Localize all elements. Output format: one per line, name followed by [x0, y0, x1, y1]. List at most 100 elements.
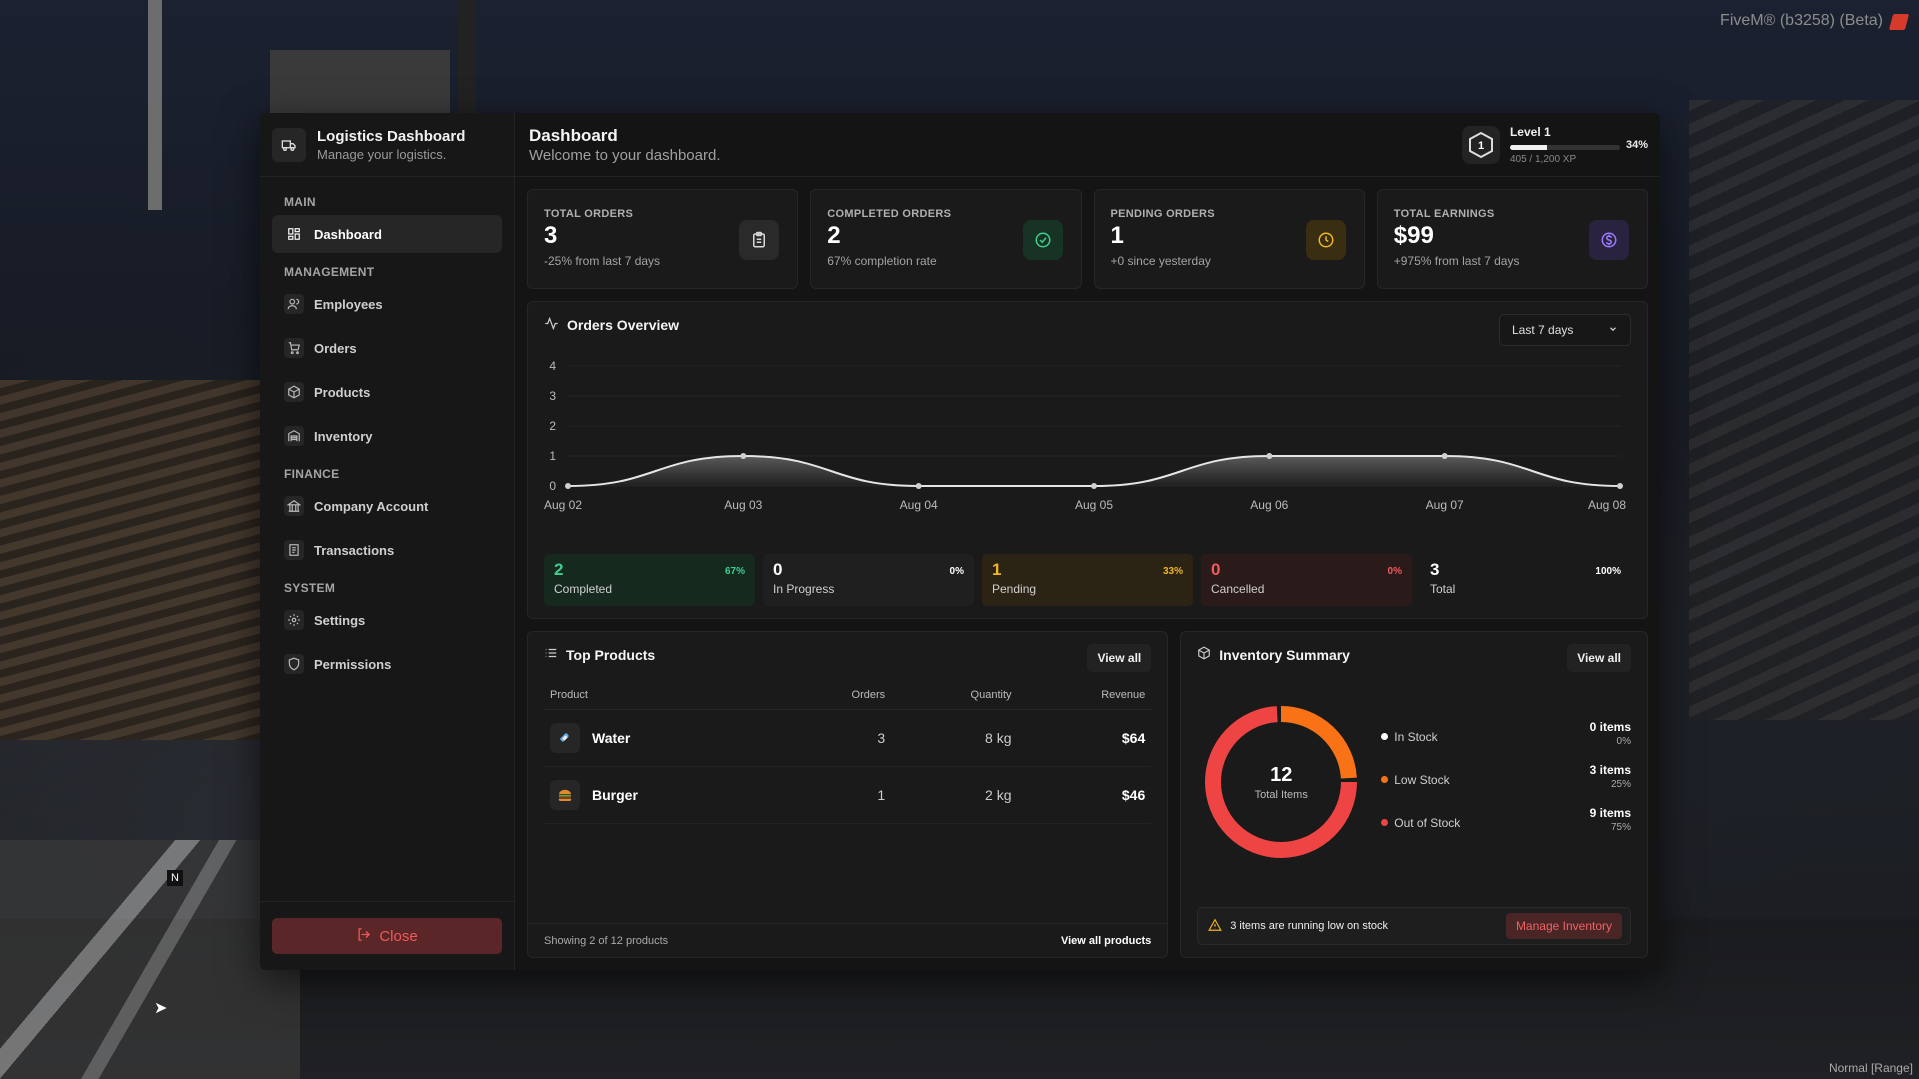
y-tick-label: 2	[549, 419, 556, 433]
background-stairs	[0, 380, 265, 740]
sidebar-item-company-account[interactable]: Company Account	[272, 487, 502, 525]
x-tick-label: Aug 02	[544, 498, 582, 512]
y-tick-label: 3	[549, 389, 556, 403]
sidebar-item-label: Dashboard	[314, 226, 382, 242]
status-value: 0	[1211, 560, 1221, 579]
minimap-north-marker: N	[167, 870, 183, 886]
sidebar-brand: Logistics Dashboard Manage your logistic…	[260, 113, 514, 177]
status-label: Total	[1430, 582, 1456, 596]
legend-item-out-of-stock: Out of Stock 9 items 75%	[1381, 806, 1631, 837]
level-number: 1	[1478, 140, 1484, 152]
date-range-select[interactable]: Last 7 days	[1499, 314, 1631, 346]
legend-item-in-stock: In Stock 0 items 0%	[1381, 720, 1631, 751]
legend-percent: 75%	[1610, 822, 1631, 833]
clock-icon	[1305, 220, 1346, 260]
orders-chart: 0 1 2 3 4 Aug 02 Aug 03 Aug 04 Aug 05 Aug 06 Aug 0…	[544, 359, 1626, 512]
donut-center: 12 Total Items	[1201, 702, 1361, 862]
legend-dot	[1381, 819, 1389, 826]
table-row[interactable]: Burger 1 2 kg $46	[544, 766, 1152, 824]
x-tick-label: Aug 07	[1426, 498, 1464, 512]
status-value: 2	[554, 560, 564, 579]
close-button-label: Close	[379, 927, 418, 945]
x-tick-label: Aug 05	[1075, 498, 1113, 512]
sidebar-item-permissions[interactable]: Permissions	[272, 645, 502, 683]
sidebar-item-label: Transactions	[314, 542, 395, 558]
sidebar-footer: Close	[260, 901, 514, 970]
nav-section-finance: FINANCE	[284, 467, 340, 481]
legend-dot	[1381, 776, 1389, 783]
status-percent: 67%	[724, 566, 745, 577]
total-orders-card: TOTAL ORDERS 3 -25% from last 7 days	[527, 189, 799, 289]
x-tick-label: Aug 08	[1588, 498, 1626, 512]
legend-item-low-stock: Low Stock 3 items 25%	[1381, 763, 1631, 794]
sidebar-item-label: Products	[314, 384, 371, 400]
status-box-in-progress: 0 In Progress 0%	[763, 554, 974, 606]
stat-value: 3	[544, 222, 558, 249]
xp-percent: 34%	[1625, 138, 1648, 151]
sidebar-item-label: Company Account	[314, 498, 429, 514]
sidebar-item-settings[interactable]: Settings	[272, 601, 502, 639]
inventory-view-all-button[interactable]: View all	[1567, 644, 1631, 672]
xp-progress-fill	[1509, 145, 1548, 150]
products-count-text: Showing 2 of 12 products	[544, 934, 669, 947]
product-quantity: 2 kg	[891, 766, 1018, 824]
view-all-products-link[interactable]: View all products	[1060, 934, 1152, 947]
bank-icon	[284, 496, 304, 516]
top-products-title: Top Products	[544, 646, 1151, 663]
donut-segment-low-stock	[1205, 706, 1358, 858]
stat-label: COMPLETED ORDERS	[827, 208, 952, 220]
receipt-icon	[284, 540, 304, 560]
product-name: Water	[592, 730, 631, 746]
sidebar-item-products[interactable]: Products	[272, 373, 502, 411]
nav-section-system: SYSTEM	[284, 581, 336, 595]
sidebar-item-orders[interactable]: Orders	[272, 329, 502, 367]
status-value: 3	[1430, 560, 1440, 579]
warehouse-icon	[284, 426, 304, 446]
sidebar: Logistics Dashboard Manage your logistic…	[260, 113, 515, 970]
level-hexagon-icon: 1	[1461, 125, 1500, 164]
column-header-quantity: Quantity	[891, 683, 1018, 710]
table-header-row: Product Orders Quantity Revenue	[544, 683, 1152, 710]
stats-row: TOTAL ORDERS 3 -25% from last 7 days COMPLE…	[527, 189, 1648, 289]
inventory-total: 12	[1270, 763, 1293, 786]
products-view-all-button[interactable]: View all	[1087, 644, 1152, 672]
burger-icon	[550, 780, 580, 810]
status-box-cancelled: 0 Cancelled 0%	[1201, 554, 1412, 606]
logistics-dashboard-window: Logistics Dashboard Manage your logistic…	[260, 113, 1660, 970]
status-percent: 0%	[1387, 566, 1402, 577]
status-percent: 100%	[1595, 566, 1621, 577]
orders-overview-title: Orders Overview	[544, 316, 1631, 334]
users-icon	[284, 294, 304, 314]
fivem-version-label: FiveM® (b3258) (Beta)	[1720, 12, 1883, 29]
chart-point	[1091, 483, 1097, 489]
close-button[interactable]: Close	[272, 918, 502, 954]
status-box-total: 3 Total 100%	[1420, 554, 1631, 606]
sidebar-item-dashboard[interactable]: Dashboard	[272, 215, 502, 253]
xp-text: 405 / 1,200 XP	[1509, 153, 1577, 165]
box-icon	[284, 382, 304, 402]
date-range-value: Last 7 days	[1512, 323, 1574, 337]
products-footer: Showing 2 of 12 products View all produc…	[528, 923, 1168, 957]
chart-area	[568, 456, 1620, 486]
product-orders: 1	[782, 766, 892, 824]
x-tick-label: Aug 03	[724, 498, 762, 512]
player-arrow-icon: ➤	[154, 1000, 168, 1017]
panel-title-label: Top Products	[566, 646, 656, 663]
column-header-product: Product	[544, 683, 783, 710]
sidebar-item-inventory[interactable]: Inventory	[272, 417, 502, 455]
background-mast	[148, 0, 162, 210]
product-name: Burger	[592, 787, 638, 803]
sidebar-item-transactions[interactable]: Transactions	[272, 531, 502, 569]
warning-icon	[1208, 918, 1223, 935]
status-label: Pending	[992, 582, 1037, 596]
stat-note: +0 since yesterday	[1110, 254, 1211, 268]
app-subtitle: Manage your logistics.	[317, 146, 447, 162]
status-value: 1	[992, 560, 1002, 579]
status-box-completed: 2 Completed 67%	[544, 554, 755, 606]
sidebar-item-employees[interactable]: Employees	[272, 285, 502, 323]
clipboard-icon	[739, 220, 780, 260]
table-row[interactable]: Water 3 8 kg $64	[544, 709, 1152, 767]
manage-inventory-button[interactable]: Manage Inventory	[1505, 913, 1622, 939]
sidebar-item-label: Permissions	[314, 656, 392, 672]
legend-label: In Stock	[1394, 729, 1438, 744]
